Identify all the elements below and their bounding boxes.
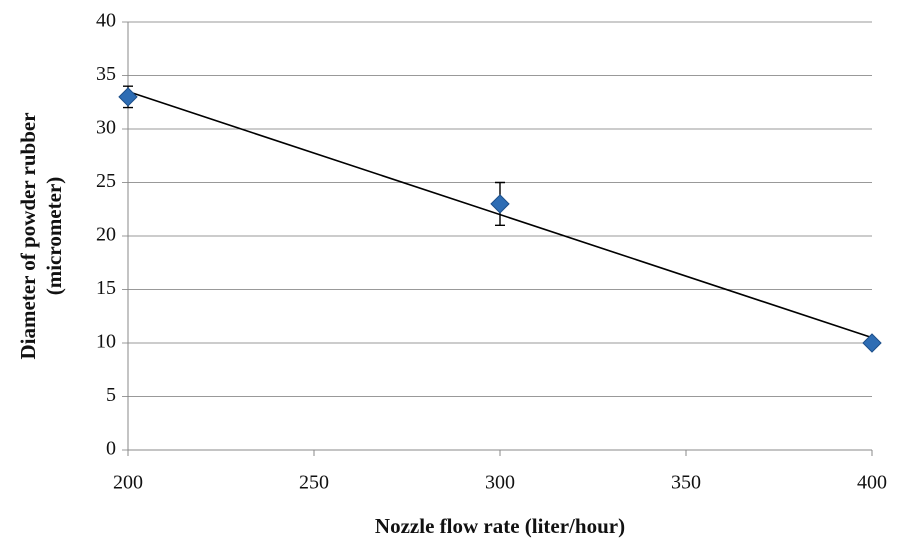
point xyxy=(863,334,881,352)
y-tick-label: 40 xyxy=(96,10,116,32)
y-tick-label: 10 xyxy=(96,331,116,353)
x-tick-label: 400 xyxy=(857,472,887,494)
point xyxy=(491,195,509,213)
x-axis-label: Nozzle flow rate (liter/hour) xyxy=(375,514,625,538)
x-tick-label: 350 xyxy=(671,472,701,494)
y-tick-label: 30 xyxy=(96,117,116,139)
x-tick-label: 250 xyxy=(299,472,329,494)
y-tick-label: 15 xyxy=(96,277,116,299)
y-tick-label: 20 xyxy=(96,224,116,246)
y-axis-label: (micrometer) xyxy=(42,177,66,296)
point xyxy=(119,88,137,106)
y-tick-label: 5 xyxy=(106,384,116,406)
chart: Nozzle flow rate (liter/hour) Diameter o… xyxy=(0,0,898,545)
y-tick-label: 0 xyxy=(106,438,116,460)
x-tick-label: 300 xyxy=(485,472,515,494)
y-tick-label: 25 xyxy=(96,170,116,192)
y-axis-label: Diameter of powder rubber xyxy=(16,112,40,359)
x-tick-label: 200 xyxy=(113,472,143,494)
y-tick-label: 35 xyxy=(96,63,116,85)
